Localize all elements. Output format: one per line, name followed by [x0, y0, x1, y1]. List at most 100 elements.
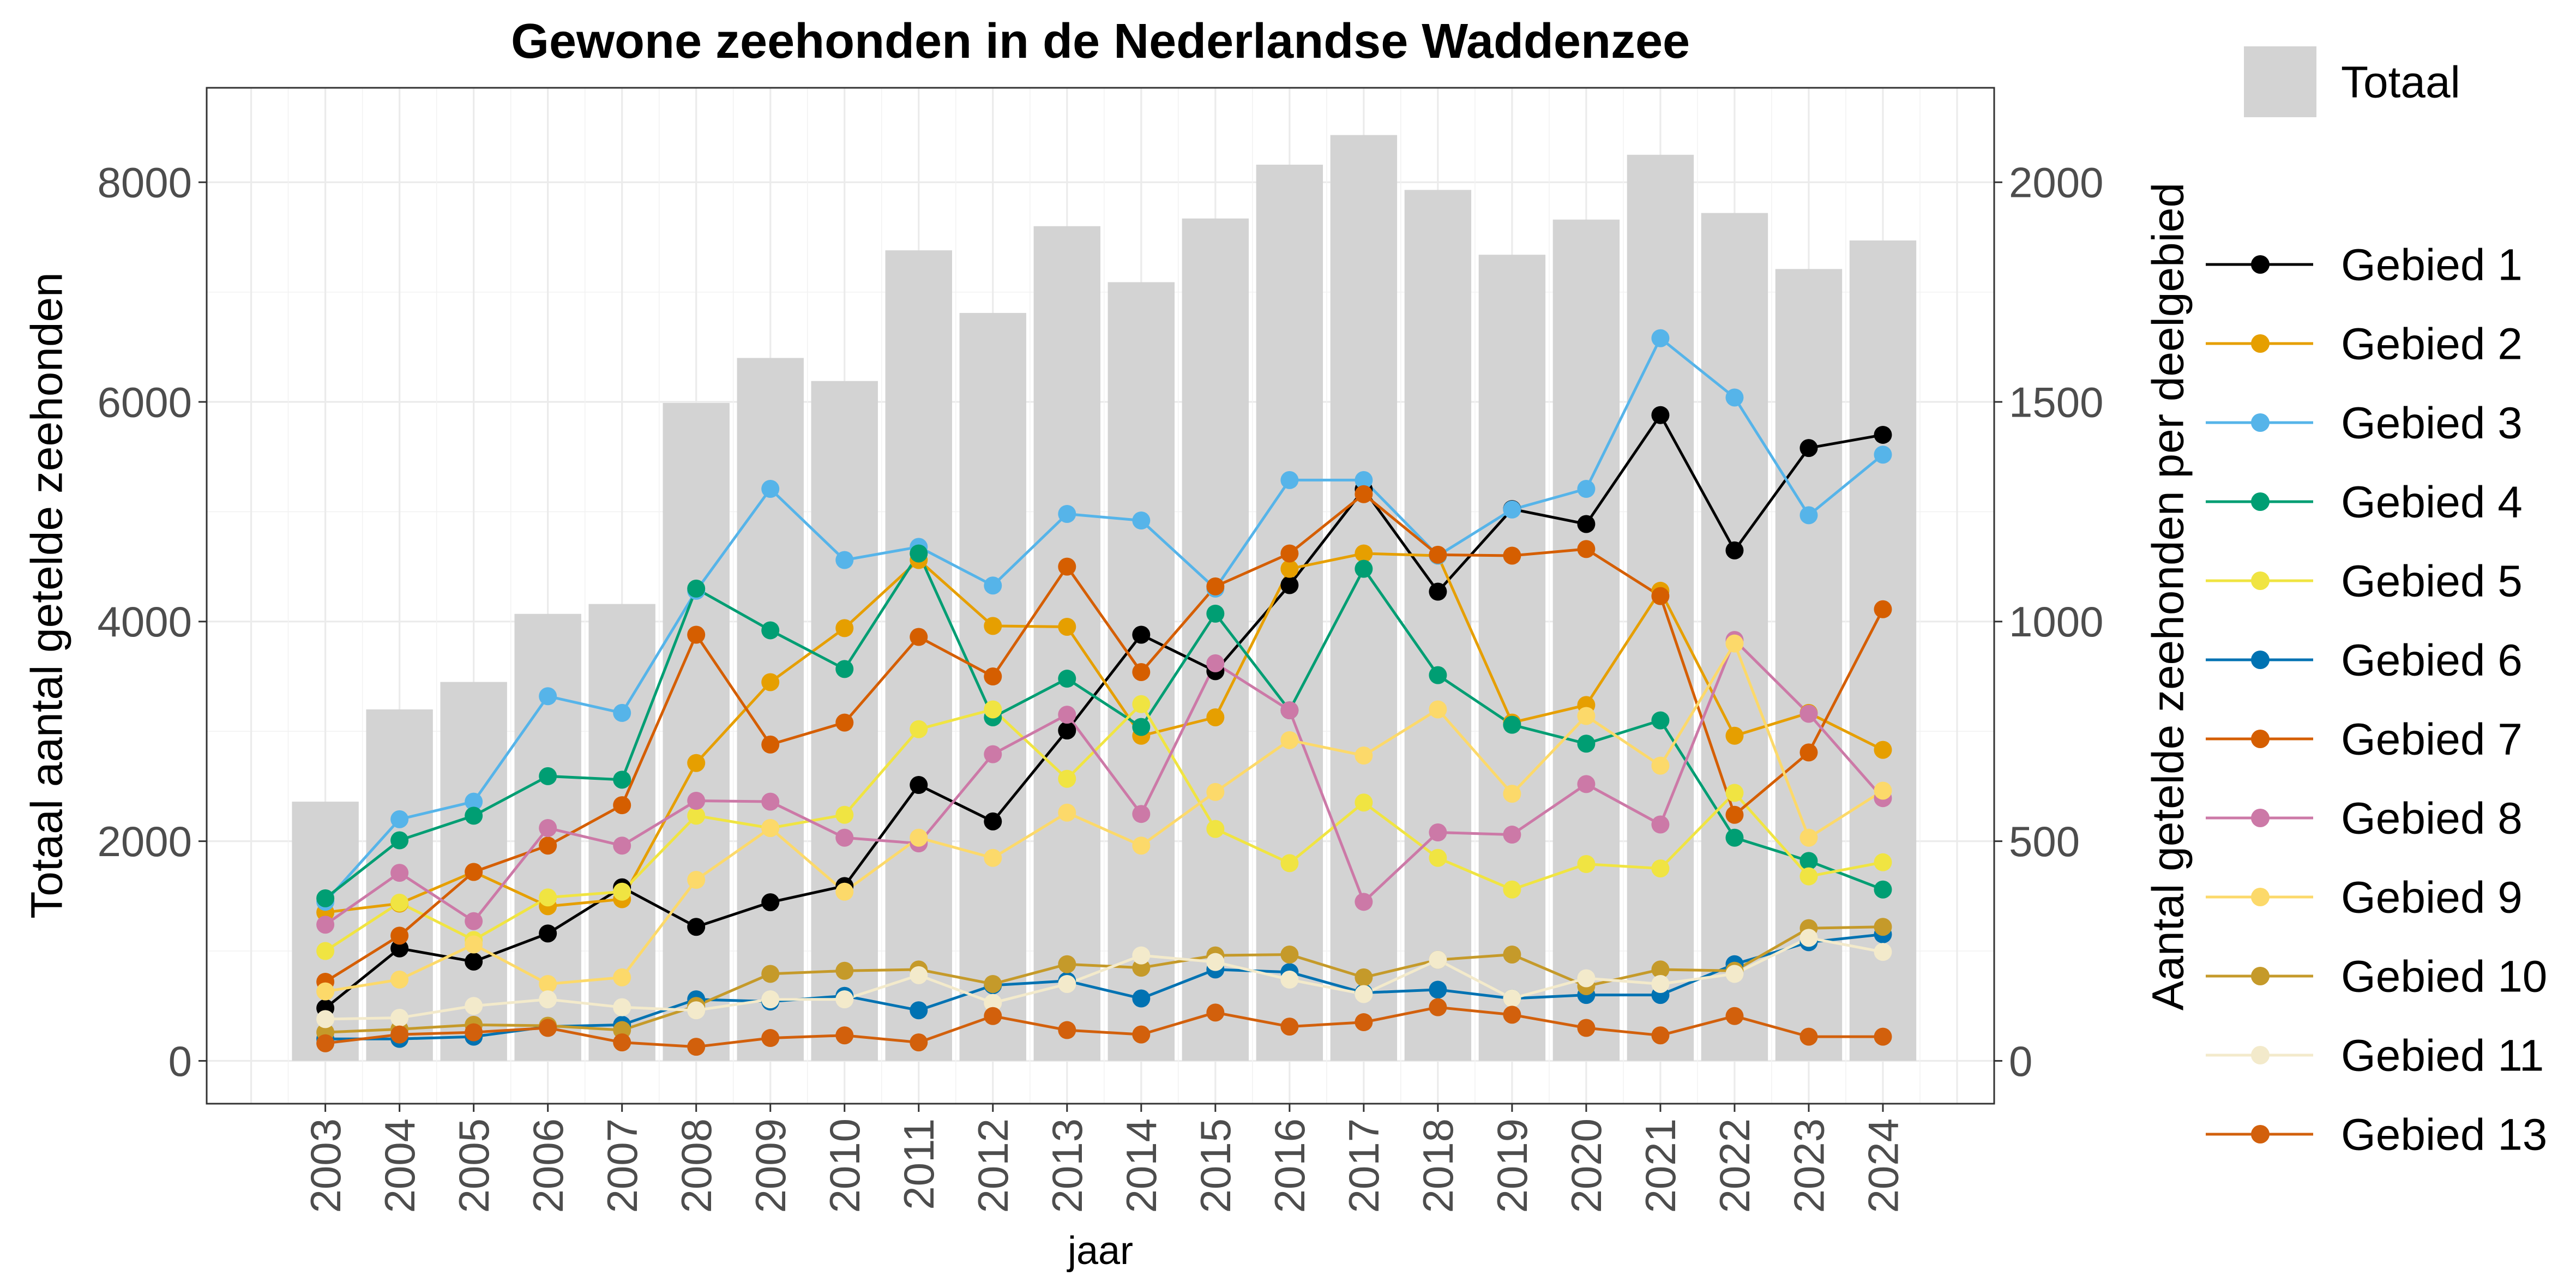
line-gebied-7: [324, 492, 1885, 983]
legend: Totaal Gebied 1 Gebied 2 Gebied 3 Gebied 4 Ge…: [2206, 46, 2547, 1160]
point-gebied-8-2009: [761, 792, 780, 811]
point-gebied-7-2009: [761, 735, 780, 754]
point-gebied-4-2020: [1577, 735, 1596, 753]
line-gebied-4: [324, 552, 1885, 900]
legend-key-point-gebied-4: [2251, 492, 2270, 511]
point-gebied-11-2024: [1874, 943, 1892, 961]
point-gebied-9-2015: [1206, 783, 1225, 801]
bar-totaal-2018: [1404, 190, 1472, 1061]
point-gebied-8-2004: [390, 864, 409, 882]
point-gebied-8-2008: [687, 792, 706, 810]
legend-item-gebied-10: Gebied 10: [2206, 952, 2547, 1002]
x-tick-label: 2009: [747, 1118, 795, 1213]
point-gebied-4-2011: [910, 544, 928, 563]
point-gebied-3-2023: [1799, 506, 1818, 525]
point-gebied-9-2019: [1503, 785, 1521, 803]
line-gebied-8: [324, 639, 1885, 926]
point-gebied-11-2020: [1577, 969, 1596, 988]
point-gebied-3-2004: [390, 810, 409, 828]
point-gebied-9-2004: [390, 970, 409, 989]
point-gebied-13-2014: [1132, 1025, 1151, 1044]
y-right-tick-label: 1000: [2009, 598, 2104, 646]
legend-label-gebied-13: Gebied 13: [2341, 1110, 2547, 1160]
legend-key-point-gebied-2: [2251, 334, 2270, 353]
point-gebied-7-2021: [1651, 587, 1670, 605]
x-tick-label: 2006: [524, 1118, 572, 1213]
chart-title: Gewone zeehonden in de Nederlandse Wadde…: [511, 14, 1690, 69]
point-gebied-3-2005: [465, 792, 483, 811]
bar-totaal-2017: [1330, 135, 1398, 1061]
total-bars: [292, 135, 1917, 1061]
line-gebied-6: [324, 932, 1885, 1040]
y-right-tick-label: 1500: [2009, 378, 2104, 426]
point-gebied-13-2008: [687, 1038, 706, 1056]
legend-key-point-gebied-3: [2251, 413, 2270, 432]
point-gebied-2-2015: [1206, 708, 1225, 726]
point-gebied-10-2019: [1503, 945, 1521, 964]
point-gebied-8-2007: [613, 836, 631, 855]
point-gebied-11-2019: [1503, 989, 1521, 1008]
x-tick-label: 2020: [1562, 1118, 1610, 1213]
point-gebied-11-2012: [984, 994, 1002, 1012]
point-gebied-13-2007: [613, 1033, 631, 1052]
point-gebied-1-2021: [1651, 406, 1670, 424]
point-gebied-3-2021: [1651, 329, 1670, 347]
y-left-tick-label: 6000: [97, 378, 192, 426]
point-gebied-1-2012: [984, 812, 1002, 830]
point-gebied-5-2023: [1799, 867, 1818, 886]
point-gebied-3-2007: [613, 703, 631, 722]
point-gebied-7-2023: [1799, 743, 1818, 762]
x-tick-label: 2007: [598, 1118, 646, 1213]
point-gebied-13-2013: [1058, 1021, 1076, 1039]
point-gebied-10-2017: [1355, 968, 1373, 986]
point-gebied-2-2012: [984, 617, 1002, 635]
x-tick-label: 2023: [1785, 1118, 1833, 1213]
point-gebied-3-2016: [1280, 471, 1299, 489]
line-gebied-10: [324, 925, 1885, 1034]
point-gebied-3-2009: [761, 480, 780, 498]
y-left-tick-label: 4000: [97, 598, 192, 646]
point-gebied-10-2010: [835, 961, 854, 980]
point-gebied-3-2022: [1725, 388, 1744, 407]
legend-item-gebied-1: Gebied 1: [2206, 240, 2523, 290]
point-gebied-7-2008: [687, 625, 706, 644]
point-gebied-7-2012: [984, 667, 1002, 686]
point-gebied-2-2010: [835, 619, 854, 637]
point-gebied-11-2009: [761, 990, 780, 1009]
point-gebied-13-2011: [910, 1033, 928, 1052]
point-gebied-7-2022: [1725, 805, 1744, 824]
legend-item-gebied-7: Gebied 7: [2206, 715, 2523, 765]
point-gebied-5-2014: [1132, 695, 1151, 713]
point-gebied-13-2005: [465, 1023, 483, 1042]
point-gebied-5-2024: [1874, 853, 1892, 871]
point-gebied-4-2008: [687, 579, 706, 598]
point-gebied-5-2004: [390, 893, 409, 912]
point-gebied-9-2011: [910, 828, 928, 847]
point-gebied-7-2005: [465, 863, 483, 881]
point-gebied-7-2019: [1503, 546, 1521, 565]
legend-label-gebied-1: Gebied 1: [2341, 240, 2523, 290]
point-gebied-9-2020: [1577, 707, 1596, 725]
point-gebied-3-2020: [1577, 480, 1596, 498]
point-gebied-9-2009: [761, 818, 780, 837]
point-gebied-3-2019: [1503, 500, 1521, 519]
point-gebied-5-2017: [1355, 793, 1373, 812]
bar-totaal-2011: [885, 250, 952, 1061]
y-right-tick-label: 2000: [2009, 159, 2104, 207]
point-gebied-2-2009: [761, 673, 780, 691]
point-gebied-13-2016: [1280, 1018, 1299, 1036]
point-gebied-1-2018: [1429, 582, 1447, 601]
legend-key-point-gebied-5: [2251, 571, 2270, 590]
panel-border: [206, 87, 1995, 1105]
point-gebied-7-2018: [1429, 545, 1447, 564]
point-gebied-10-2024: [1874, 918, 1892, 936]
point-gebied-3-2014: [1132, 511, 1151, 530]
point-gebied-4-2024: [1874, 880, 1892, 899]
line-gebied-11: [324, 936, 1885, 1021]
bar-totaal-2004: [366, 709, 433, 1061]
point-gebied-7-2011: [910, 628, 928, 646]
point-gebied-3-2013: [1058, 504, 1076, 523]
legend-label-gebied-11: Gebied 11: [2341, 1031, 2544, 1081]
point-gebied-11-2008: [687, 1001, 706, 1020]
point-gebied-1-2024: [1874, 425, 1892, 444]
